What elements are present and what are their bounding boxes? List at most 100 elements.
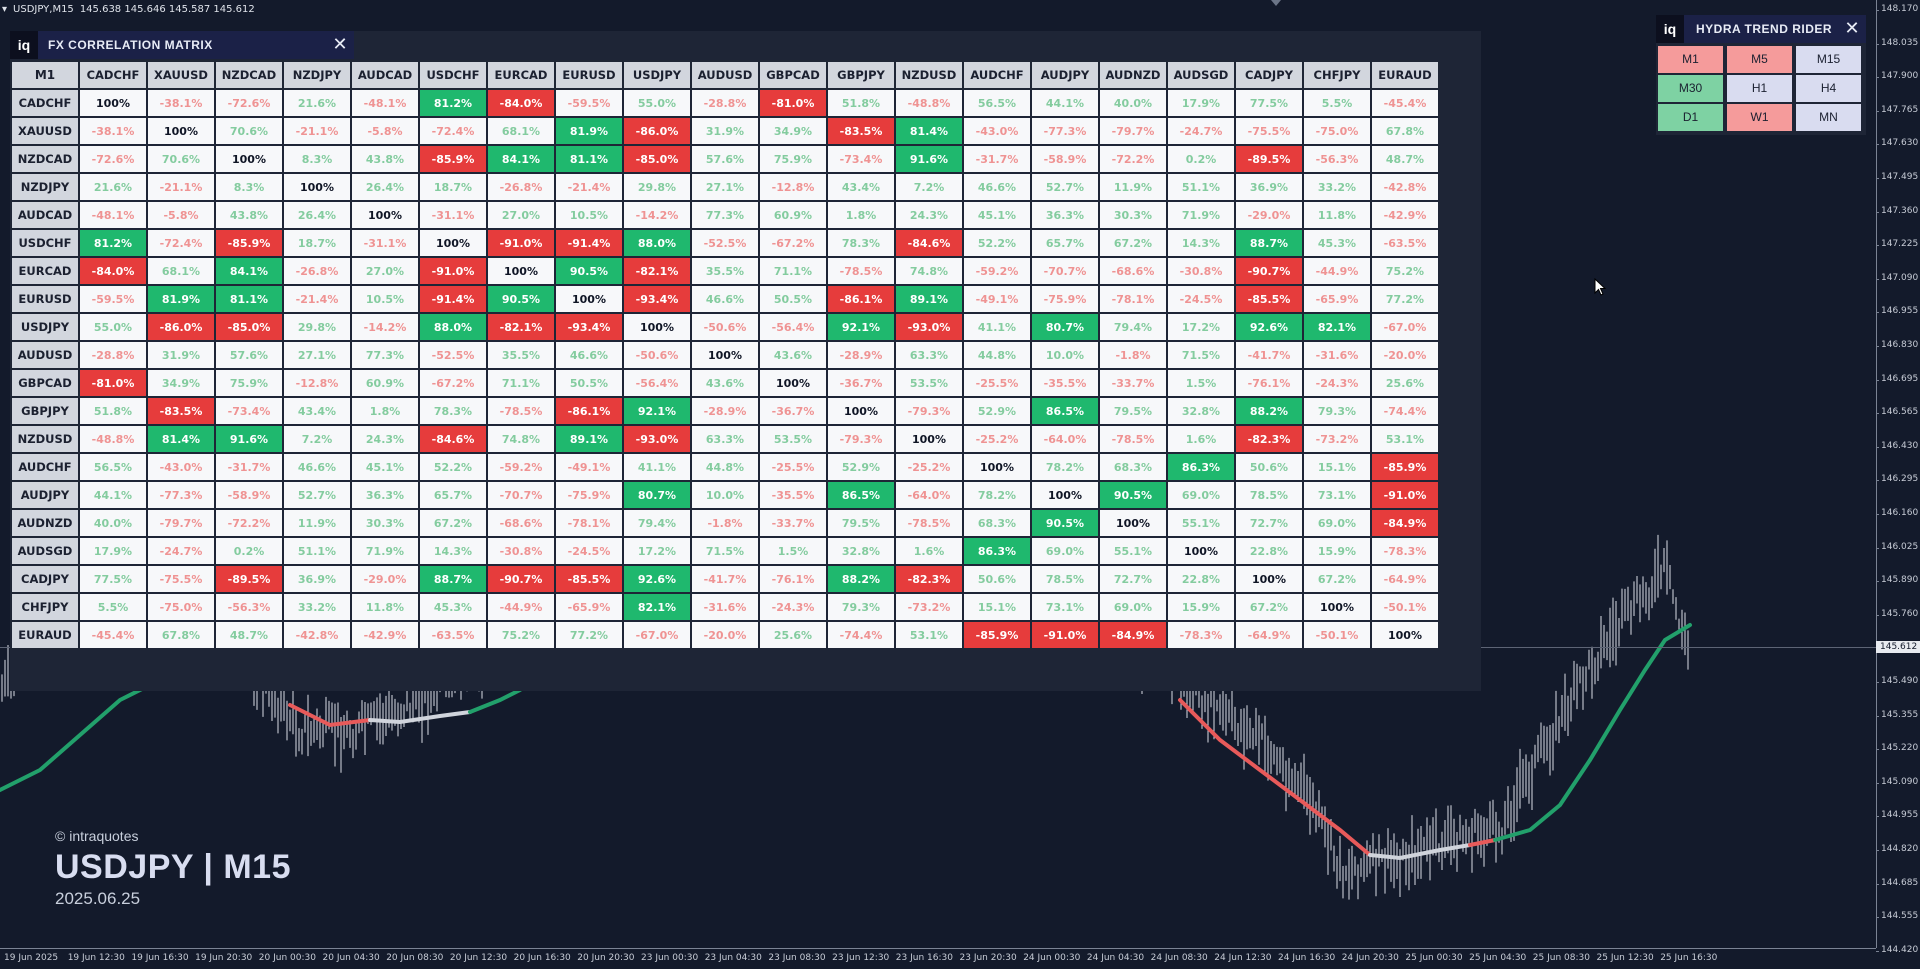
price-tick-label: 147.765: [1881, 104, 1919, 115]
close-icon[interactable]: ✕: [326, 31, 354, 59]
correlation-cell: 68.3%: [1098, 452, 1168, 482]
correlation-cell: 75.9%: [214, 368, 284, 398]
correlation-cell: 44.1%: [1030, 88, 1100, 118]
correlation-cell: 88.0%: [622, 228, 692, 258]
table-row: AUDCHF 56.5% -43.0% -31.7% 46.6% 45.1% 52.2% -5…: [10, 452, 1440, 482]
correlation-cell: -77.3%: [1030, 116, 1100, 146]
price-tick-label: 146.955: [1881, 306, 1919, 317]
correlation-cell: 15.1%: [1302, 452, 1372, 482]
correlation-cell: -85.0%: [214, 312, 284, 342]
correlation-cell: -64.0%: [894, 480, 964, 510]
correlation-cell: 100%: [214, 144, 284, 174]
correlation-cell: -63.5%: [418, 620, 488, 650]
correlation-cell: 91.6%: [214, 424, 284, 454]
correlation-cell: -85.9%: [962, 620, 1032, 650]
timeframe-button-w1[interactable]: W1: [1727, 104, 1792, 131]
correlation-cell: 72.7%: [1234, 508, 1304, 538]
correlation-cell: -25.5%: [758, 452, 828, 482]
table-row: AUDSGD 17.9% -24.7% 0.2% 51.1% 71.9% 14.3% -30.…: [10, 536, 1440, 566]
correlation-cell: 75.2%: [1370, 256, 1440, 286]
correlation-cell: -85.5%: [1234, 284, 1304, 314]
correlation-cell: -79.3%: [894, 396, 964, 426]
timeframe-selector[interactable]: M1: [10, 60, 80, 90]
correlation-cell: 35.5%: [690, 256, 760, 286]
correlation-panel-header[interactable]: iq FX CORRELATION MATRIX ✕: [10, 31, 354, 59]
correlation-cell: 71.5%: [690, 536, 760, 566]
price-tick-label: 147.090: [1881, 272, 1919, 283]
correlation-cell: 77.5%: [1234, 88, 1304, 118]
correlation-cell: 75.2%: [486, 620, 556, 650]
correlation-cell: 52.9%: [826, 452, 896, 482]
correlation-cell: -85.9%: [418, 144, 488, 174]
correlation-cell: 92.6%: [622, 564, 692, 594]
correlation-cell: 90.5%: [486, 284, 556, 314]
correlation-cell: 33.2%: [1302, 172, 1372, 202]
price-axis[interactable]: 148.170 148.035 147.900 147.765 147.630 147.4…: [1876, 0, 1920, 955]
column-header-cadchf: CADCHF: [78, 60, 148, 90]
correlation-cell: 100%: [826, 396, 896, 426]
timeframe-button-m30[interactable]: M30: [1658, 75, 1723, 102]
correlation-cell: -58.9%: [1030, 144, 1100, 174]
correlation-cell: 7.2%: [894, 172, 964, 202]
correlation-cell: -28.9%: [690, 396, 760, 426]
timeframe-button-m15[interactable]: M15: [1796, 46, 1861, 73]
correlation-cell: 10.0%: [1030, 340, 1100, 370]
table-row: GBPCAD -81.0% 34.9% 75.9% -12.8% 60.9% -67.2% 7…: [10, 368, 1440, 398]
trend-line: [368, 710, 472, 725]
correlation-cell: 29.8%: [282, 312, 352, 342]
correlation-cell: -72.4%: [146, 228, 216, 258]
time-tick-label: 23 Jun 08:30: [768, 953, 826, 963]
correlation-cell: 50.6%: [1234, 452, 1304, 482]
correlation-cell: -33.7%: [758, 508, 828, 538]
correlation-cell: 32.8%: [826, 536, 896, 566]
timeframe-button-m1[interactable]: M1: [1658, 46, 1723, 73]
correlation-cell: -42.8%: [282, 620, 352, 650]
correlation-cell: -76.1%: [1234, 368, 1304, 398]
price-tick-label: 144.955: [1881, 810, 1919, 821]
collapse-arrow-icon[interactable]: ▾: [2, 4, 8, 15]
column-header-nzdcad: NZDCAD: [214, 60, 284, 90]
column-header-usdjpy: USDJPY: [622, 60, 692, 90]
chart-shift-marker-icon[interactable]: [1271, 0, 1281, 6]
correlation-cell: 81.9%: [554, 116, 624, 146]
timeframe-button-h4[interactable]: H4: [1796, 75, 1861, 102]
timeframe-button-h1[interactable]: H1: [1727, 75, 1792, 102]
correlation-cell: -38.1%: [78, 116, 148, 146]
time-axis[interactable]: 19 Jun 2025 19 Jun 12:30 19 Jun 16:30 19 Ju…: [0, 948, 1876, 969]
correlation-cell: -59.5%: [554, 88, 624, 118]
correlation-cell: -78.5%: [894, 508, 964, 538]
correlation-cell: -85.5%: [554, 564, 624, 594]
timeframe-button-mn[interactable]: MN: [1796, 104, 1861, 131]
timeframe-button-m5[interactable]: M5: [1727, 46, 1792, 73]
time-tick-label: 20 Jun 00:30: [258, 953, 316, 963]
correlation-cell: 88.0%: [418, 312, 488, 342]
correlation-cell: 1.6%: [894, 536, 964, 566]
correlation-cell: 27.0%: [350, 256, 420, 286]
correlation-cell: -30.8%: [486, 536, 556, 566]
time-tick-label: 25 Jun 04:30: [1469, 953, 1527, 963]
table-row: AUDUSD -28.8% 31.9% 57.6% 27.1% 77.3% -52.5% 35…: [10, 340, 1440, 370]
time-tick-label: 20 Jun 04:30: [322, 953, 380, 963]
correlation-cell: -81.0%: [78, 368, 148, 398]
correlation-cell: 73.1%: [1302, 480, 1372, 510]
close-icon[interactable]: ✕: [1838, 15, 1866, 43]
timeframe-button-d1[interactable]: D1: [1658, 104, 1723, 131]
mouse-cursor-icon: [1594, 278, 1607, 296]
correlation-cell: 45.1%: [350, 452, 420, 482]
correlation-cell: 10.5%: [554, 200, 624, 230]
correlation-cell: 27.0%: [486, 200, 556, 230]
correlation-cell: 57.6%: [690, 144, 760, 174]
correlation-cell: -5.8%: [350, 116, 420, 146]
correlation-cell: -76.1%: [758, 564, 828, 594]
correlation-cell: -90.7%: [1234, 256, 1304, 286]
correlation-cell: 67.2%: [1234, 592, 1304, 622]
correlation-cell: -91.0%: [1370, 480, 1440, 510]
row-header-nzdcad: NZDCAD: [10, 144, 80, 174]
correlation-cell: 22.8%: [1234, 536, 1304, 566]
trend-panel-header[interactable]: iq HYDRA TREND RIDER ✕: [1656, 15, 1866, 43]
correlation-cell: -79.3%: [826, 424, 896, 454]
correlation-cell: 27.1%: [690, 172, 760, 202]
correlation-cell: -75.0%: [146, 592, 216, 622]
correlation-cell: -1.8%: [690, 508, 760, 538]
price-tick-label: 145.890: [1881, 575, 1919, 586]
